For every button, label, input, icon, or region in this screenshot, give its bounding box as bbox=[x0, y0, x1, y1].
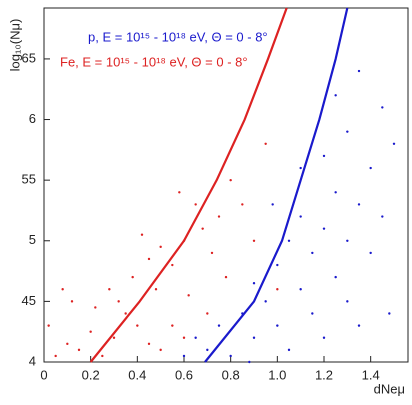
point bbox=[369, 166, 372, 170]
point bbox=[206, 348, 209, 352]
point bbox=[334, 275, 337, 279]
y-tick-label: 4 bbox=[29, 353, 36, 368]
point bbox=[248, 360, 251, 364]
y-tick-label: 45 bbox=[22, 293, 36, 308]
plot-frame bbox=[43, 7, 409, 363]
point bbox=[70, 300, 74, 303]
point bbox=[178, 191, 181, 194]
point bbox=[210, 251, 214, 255]
point bbox=[101, 354, 104, 358]
y-tick-label: 55 bbox=[22, 172, 36, 187]
point bbox=[287, 348, 291, 352]
point bbox=[311, 251, 314, 255]
point bbox=[271, 203, 274, 206]
point bbox=[252, 336, 256, 339]
legend-entry: p, E = 10¹⁵ - 10¹⁸ eV, Θ = 0 - 8° bbox=[88, 29, 268, 44]
point bbox=[182, 354, 186, 358]
point bbox=[112, 336, 116, 339]
point bbox=[388, 312, 391, 315]
point bbox=[108, 288, 111, 291]
point bbox=[369, 251, 372, 255]
x-tick-label: 0.8 bbox=[222, 367, 240, 382]
point bbox=[147, 257, 151, 261]
point bbox=[61, 288, 64, 291]
point bbox=[311, 312, 314, 315]
point bbox=[47, 324, 50, 327]
point bbox=[381, 106, 384, 109]
point bbox=[381, 215, 384, 218]
point bbox=[182, 336, 186, 339]
point bbox=[201, 227, 204, 230]
y-tick-label: 5 bbox=[29, 232, 36, 247]
x-tick-label: 1.0 bbox=[268, 367, 286, 382]
legend-entry: Fe, E = 10¹⁵ - 10¹⁸ eV, Θ = 0 - 8° bbox=[60, 54, 248, 69]
point bbox=[136, 324, 139, 327]
point bbox=[241, 203, 244, 206]
point bbox=[154, 288, 158, 291]
x-tick-label: 0 bbox=[40, 367, 47, 382]
point bbox=[322, 227, 326, 230]
y-tick-label: 65 bbox=[22, 50, 36, 65]
x-tick-label: 0.4 bbox=[128, 367, 146, 382]
point bbox=[299, 166, 302, 170]
x-tick-label: 0.2 bbox=[82, 367, 100, 382]
point bbox=[54, 354, 57, 358]
point bbox=[357, 324, 361, 327]
x-tick-label: 1.2 bbox=[315, 367, 333, 382]
x-tick-label: 0.6 bbox=[175, 367, 193, 382]
point bbox=[140, 233, 144, 236]
point bbox=[94, 306, 97, 309]
point bbox=[217, 324, 221, 327]
point bbox=[299, 288, 302, 291]
point bbox=[194, 336, 197, 339]
point bbox=[252, 239, 256, 242]
point bbox=[229, 354, 232, 358]
point bbox=[217, 215, 221, 218]
point bbox=[264, 142, 267, 145]
point bbox=[357, 69, 361, 73]
y-tick-label: 6 bbox=[29, 111, 36, 126]
point bbox=[131, 275, 134, 279]
point bbox=[357, 203, 361, 206]
point bbox=[124, 312, 127, 315]
point bbox=[299, 215, 302, 218]
point bbox=[346, 300, 349, 303]
point bbox=[264, 300, 267, 303]
point bbox=[229, 178, 232, 182]
point bbox=[147, 342, 151, 346]
point bbox=[334, 94, 337, 97]
point bbox=[117, 300, 120, 303]
point bbox=[159, 245, 162, 249]
point bbox=[346, 239, 349, 242]
point bbox=[346, 130, 349, 133]
point bbox=[194, 203, 197, 206]
x-tick-label: 1.4 bbox=[362, 367, 380, 382]
point bbox=[159, 348, 162, 352]
point bbox=[206, 312, 209, 315]
y-axis-label: log₁₀(Nμ) bbox=[7, 19, 22, 72]
point bbox=[66, 342, 69, 346]
point bbox=[322, 154, 326, 158]
point bbox=[287, 239, 291, 242]
point bbox=[334, 191, 337, 194]
point bbox=[276, 288, 279, 291]
point bbox=[89, 330, 92, 333]
point bbox=[392, 142, 396, 145]
fit-curve bbox=[89, 7, 288, 363]
point bbox=[276, 324, 279, 327]
point bbox=[252, 281, 256, 285]
point bbox=[77, 348, 81, 352]
fit-curve bbox=[204, 7, 349, 363]
x-axis-label: dNeμ bbox=[374, 381, 405, 396]
point bbox=[171, 324, 174, 327]
point bbox=[171, 263, 174, 267]
point bbox=[187, 294, 190, 297]
point bbox=[224, 275, 228, 279]
point bbox=[276, 263, 279, 267]
point bbox=[322, 336, 326, 339]
